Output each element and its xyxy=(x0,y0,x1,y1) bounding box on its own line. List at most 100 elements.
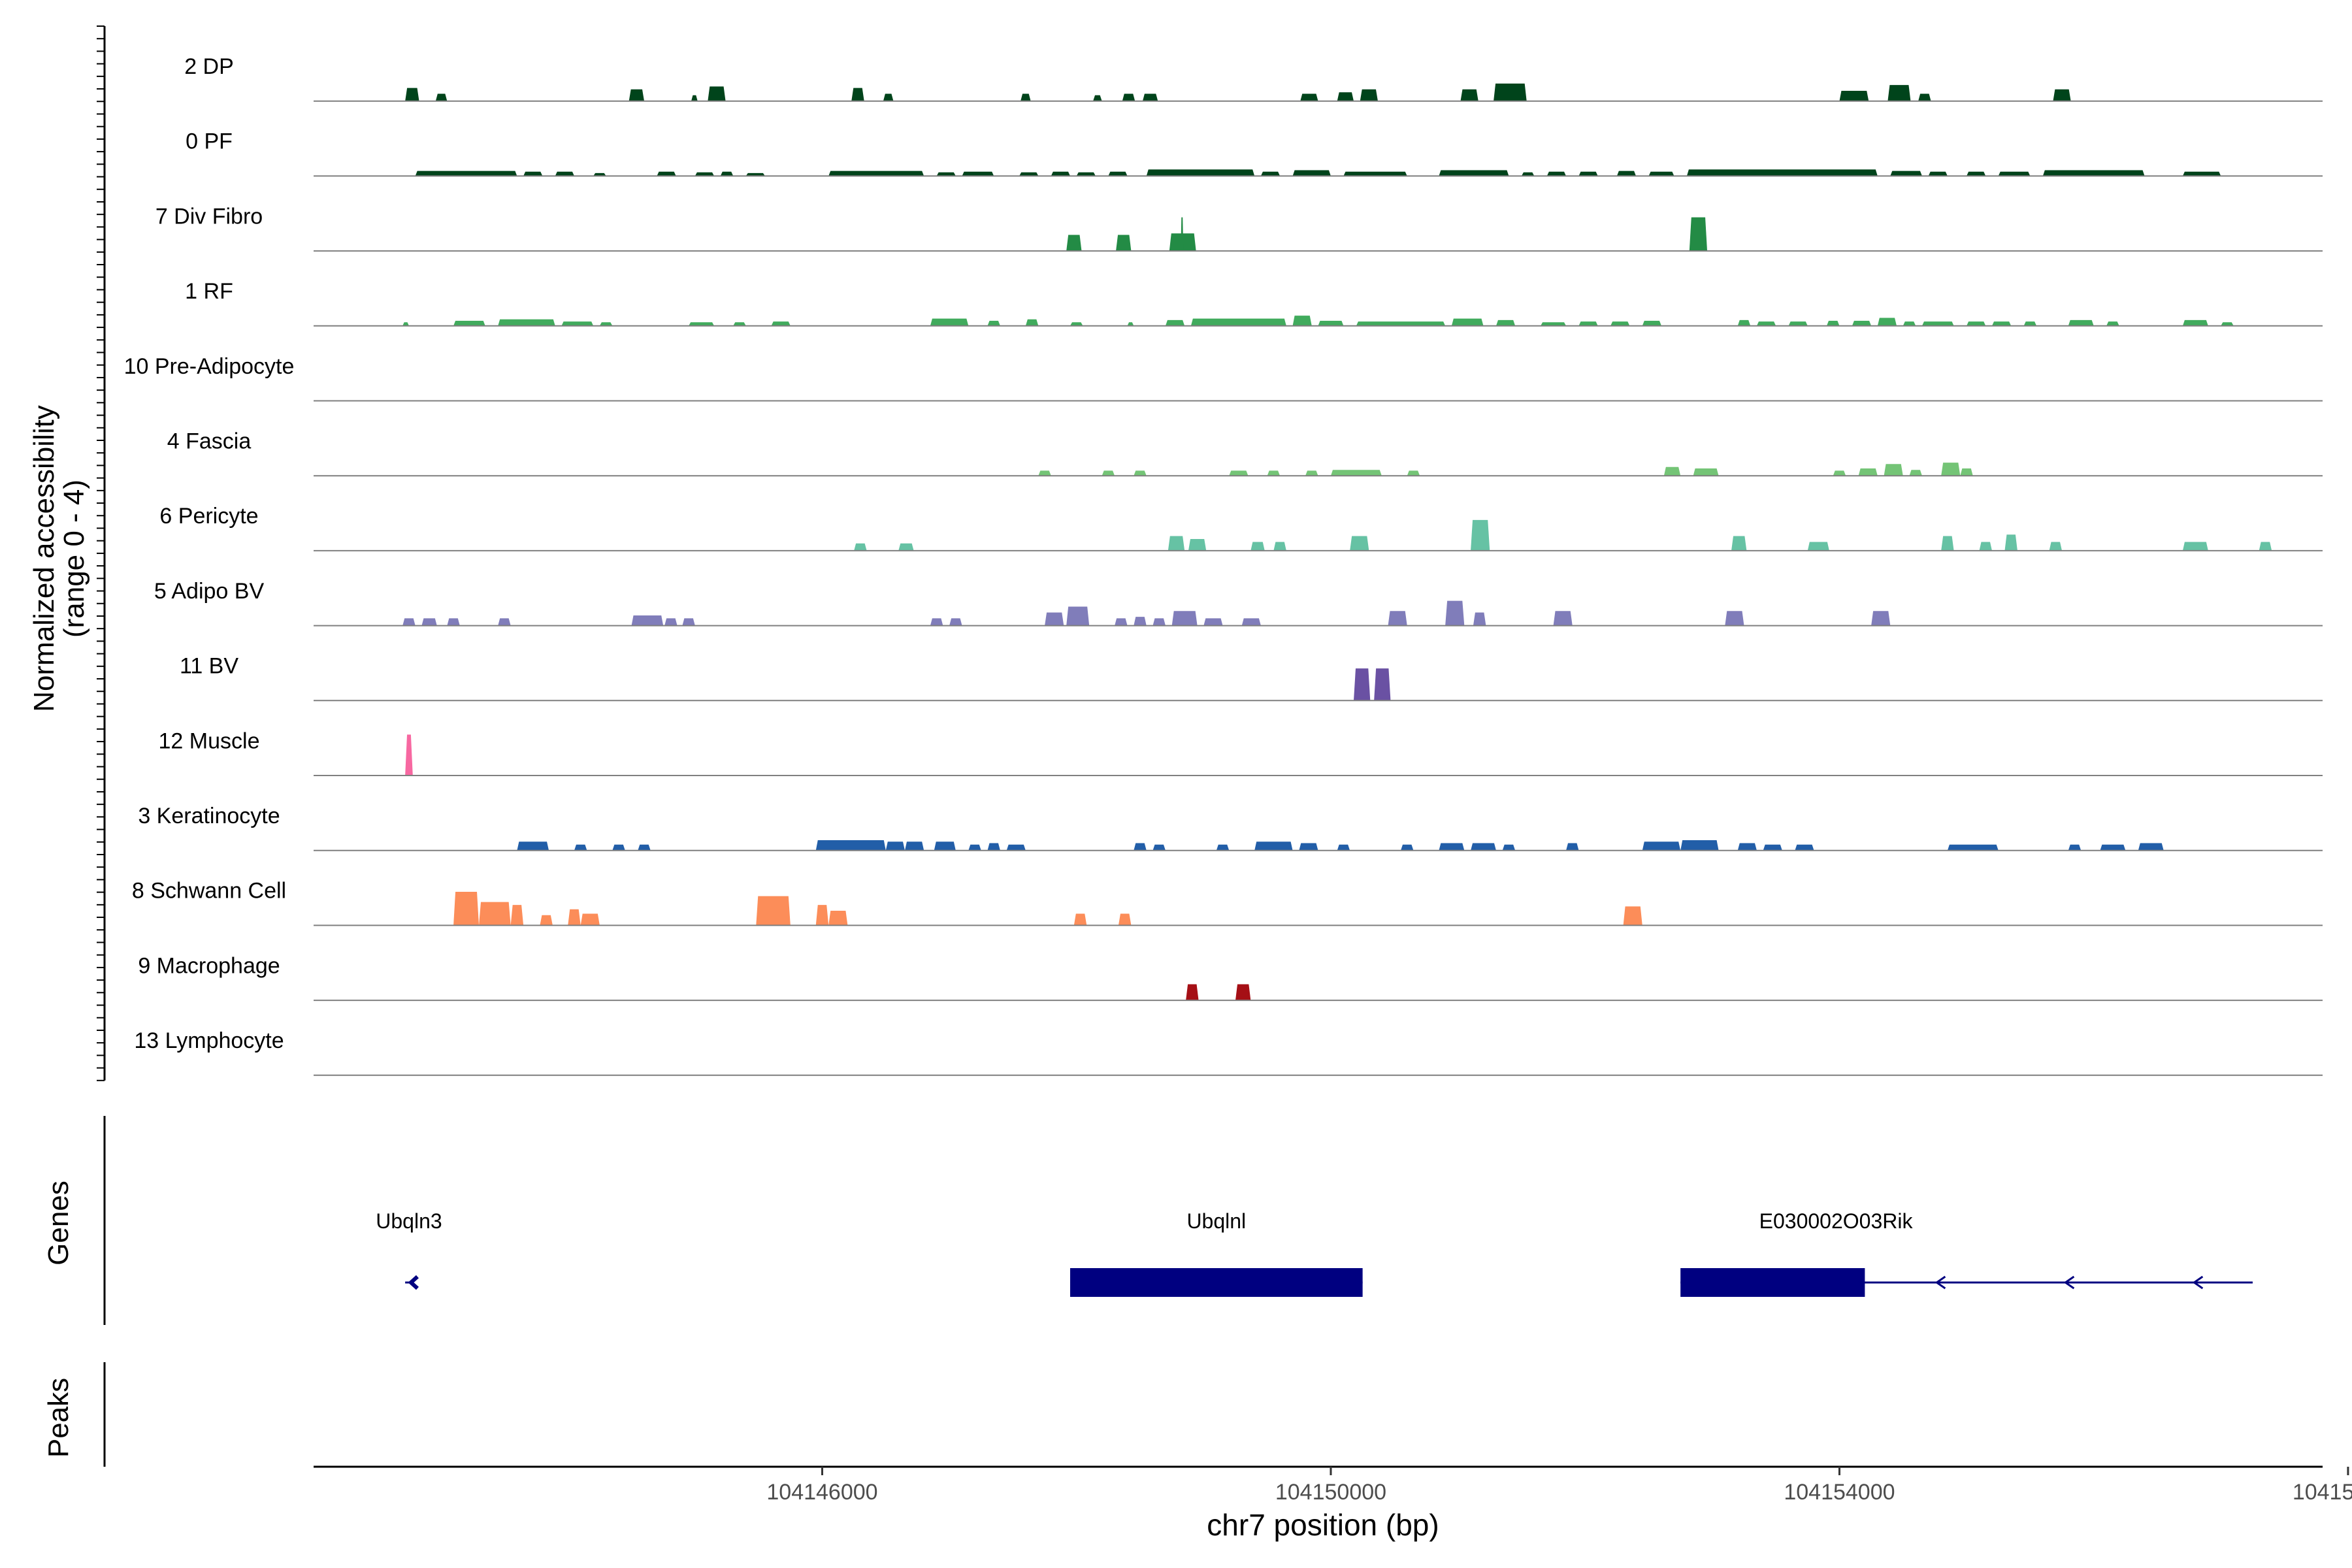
coverage-peak xyxy=(949,618,962,626)
track-2-dp: 2 DP xyxy=(184,54,2323,102)
coverage-peak xyxy=(1884,464,1903,476)
coverage-peak xyxy=(2004,534,2017,551)
coverage-peak xyxy=(1292,170,1331,176)
gene-e030002o03rik: E030002O03Rik xyxy=(1680,1209,2253,1297)
coverage-peak xyxy=(691,95,698,101)
coverage-peak xyxy=(708,86,726,101)
coverage-peak xyxy=(745,172,765,176)
coverage-peak xyxy=(815,840,886,851)
coverage-peak xyxy=(1343,171,1407,176)
peaks-panel-title: Peaks xyxy=(42,1378,74,1458)
gene-label: Ubqln3 xyxy=(376,1209,442,1233)
track-5-adipo-bv: 5 Adipo BV xyxy=(154,579,2323,627)
coverage-peak xyxy=(987,320,1000,326)
coverage-peak xyxy=(1070,322,1083,326)
track-label: 9 Macrophage xyxy=(138,953,280,978)
coverage-peak xyxy=(1299,843,1318,851)
coverage-peak xyxy=(1541,322,1567,326)
coverage-peak xyxy=(1152,844,1166,851)
coverage-peak xyxy=(1960,468,1973,476)
coverage-peak xyxy=(828,911,848,926)
strand-arrow-icon xyxy=(2192,1275,2204,1290)
coverage-peak xyxy=(1967,321,1986,326)
coverage-peak xyxy=(1578,321,1598,326)
coverage-peak xyxy=(962,171,994,176)
track-7-div-fibro: 7 Div Fibro xyxy=(155,204,2323,252)
coverage-peak xyxy=(1300,93,1318,101)
coverage-peak xyxy=(1350,536,1369,551)
coverage-peak xyxy=(657,171,676,176)
coverage-peak xyxy=(2100,844,2126,851)
x-tick-label: 104146000 xyxy=(766,1480,877,1505)
coverage-peak xyxy=(756,896,791,926)
track-11-bv: 11 BV xyxy=(180,654,2323,702)
genes-panel-title: Genes xyxy=(42,1181,74,1266)
x-tick-label: 104150000 xyxy=(1275,1480,1386,1505)
coverage-peak xyxy=(682,618,695,626)
coverage-peak xyxy=(1903,321,1916,326)
coverage-peak xyxy=(1623,906,1642,926)
coverage-peak xyxy=(1401,844,1414,851)
coverage-peak xyxy=(421,618,437,626)
coverage-peak xyxy=(815,905,829,926)
coverage-peak xyxy=(510,905,524,926)
coverage-peak xyxy=(1360,89,1378,101)
coverage-peak xyxy=(2068,844,2082,851)
track-1-rf: 1 RF xyxy=(185,279,2323,327)
coverage-peak xyxy=(1066,235,1082,252)
coverage-peak xyxy=(1116,235,1132,252)
coverage-peak xyxy=(1168,536,1185,551)
coverage-peak xyxy=(1495,319,1516,326)
track-label: 12 Muscle xyxy=(159,728,260,753)
coverage-peak xyxy=(2042,170,2145,176)
coverage-peak xyxy=(479,902,511,926)
y-axis-title-line1: Normalized accessibility xyxy=(28,405,60,711)
coverage-peak xyxy=(930,618,943,626)
coverage-peak xyxy=(694,172,715,176)
coverage-peak xyxy=(1250,542,1265,551)
coverage-peak xyxy=(1451,318,1484,326)
coverage-peak xyxy=(1616,171,1637,176)
coverage-peak xyxy=(1066,606,1090,626)
coverage-peak xyxy=(574,844,587,851)
coverage-peak xyxy=(1731,536,1747,551)
y-axis-title-line2: (range 0 - 4) xyxy=(58,480,90,638)
coverage-peak xyxy=(1941,463,1961,476)
coverage-peak xyxy=(720,171,734,176)
track-label: 13 Lymphocyte xyxy=(134,1028,284,1053)
coverage-peak xyxy=(2106,321,2119,326)
coverage-peak xyxy=(1991,321,2012,326)
coverage-peak xyxy=(2182,542,2208,551)
coverage-peak xyxy=(1025,319,1039,326)
strand-arrow-icon xyxy=(2063,1275,2075,1290)
track-label: 1 RF xyxy=(185,279,233,304)
coverage-peak xyxy=(1235,984,1251,1001)
coverage-peak xyxy=(1918,93,1931,101)
coverage-peak xyxy=(402,322,409,326)
track-label: 11 BV xyxy=(180,654,238,679)
coverage-peak xyxy=(1947,844,1999,851)
coverage-peak xyxy=(1737,319,1751,326)
coverage-peak xyxy=(1546,171,1567,176)
coverage-peak xyxy=(1460,89,1478,101)
gene-exon xyxy=(1680,1268,1865,1297)
coverage-peak xyxy=(1663,466,1681,476)
coverage-peak xyxy=(2182,171,2221,176)
coverage-peak xyxy=(1188,539,1207,551)
track-4-fascia: 4 Fascia xyxy=(167,429,2323,477)
coverage-peak xyxy=(555,171,574,176)
track-area: 2 DP 0 PF 7 Div Fibro 1 RF 10 Pre-Adipocyte 4… xyxy=(97,25,2323,1081)
coverage-peak xyxy=(1374,668,1391,701)
coverage-peak xyxy=(1337,844,1350,851)
coverage-peak xyxy=(2182,319,2208,326)
coverage-peak xyxy=(1051,171,1070,176)
coverage-peak xyxy=(1756,321,1776,326)
coverage-peak xyxy=(1887,85,1911,101)
coverage-peak xyxy=(405,88,419,101)
gene-exon xyxy=(1070,1268,1363,1297)
coverage-peak xyxy=(402,618,416,626)
coverage-peak xyxy=(1445,600,1465,626)
track-label: 7 Div Fibro xyxy=(155,204,263,229)
coverage-peak xyxy=(1122,93,1135,101)
